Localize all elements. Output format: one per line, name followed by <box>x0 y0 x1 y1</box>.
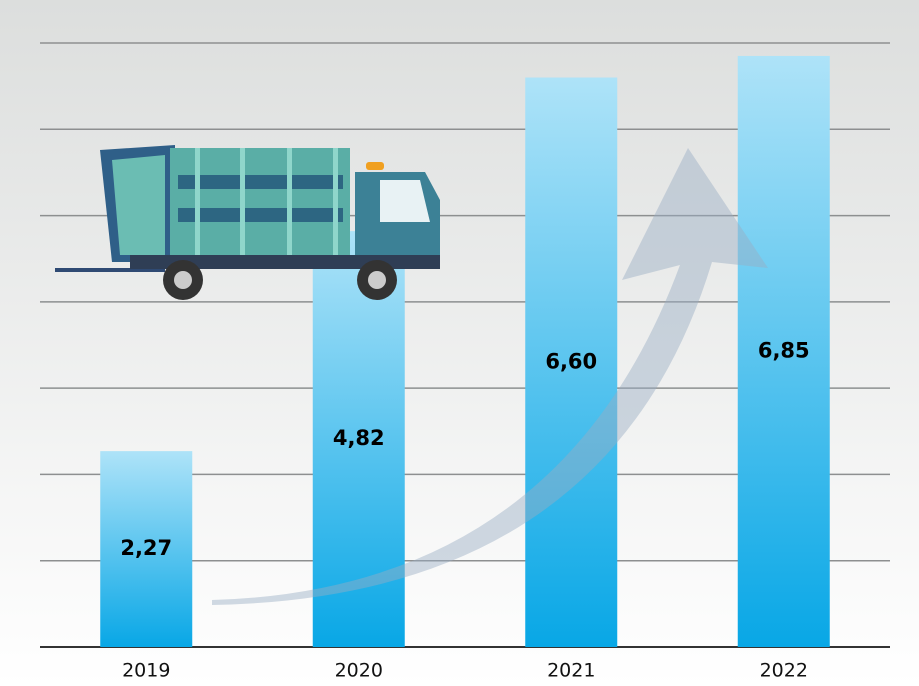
data-label: 2,27 <box>120 536 172 560</box>
data-label: 6,60 <box>545 349 597 373</box>
x-tick-label: 2022 <box>760 660 808 682</box>
bar <box>737 55 830 647</box>
data-label: 4,82 <box>333 426 385 450</box>
truck-illustration <box>55 145 440 300</box>
x-tick-label: 2020 <box>335 660 383 682</box>
bar <box>100 451 193 647</box>
growth-arrow <box>212 148 768 605</box>
data-label: 6,85 <box>758 338 810 362</box>
bar <box>312 231 405 648</box>
bar <box>525 77 618 647</box>
x-tick-label: 2021 <box>547 660 595 682</box>
x-tick-label: 2019 <box>122 660 170 682</box>
